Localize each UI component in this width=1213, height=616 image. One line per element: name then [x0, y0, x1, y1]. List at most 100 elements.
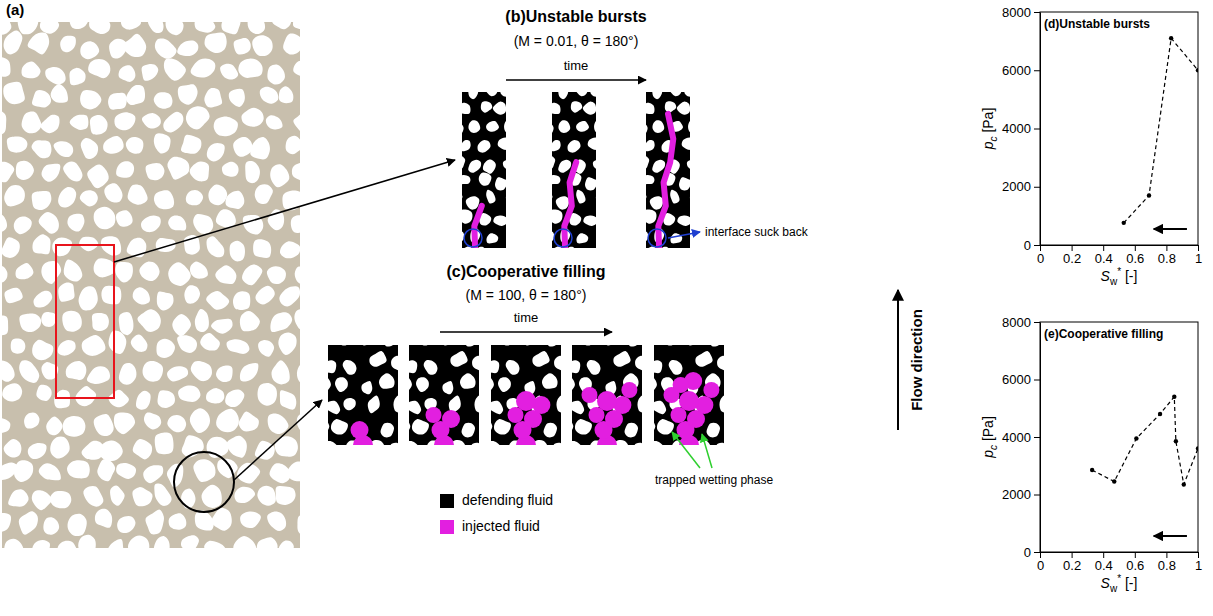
grain [51, 84, 68, 103]
grain [238, 59, 262, 78]
x-tick-mark [1072, 245, 1073, 251]
grain [462, 103, 470, 114]
grain [572, 441, 582, 445]
grain [200, 333, 220, 350]
grain [101, 286, 121, 304]
grain [131, 335, 148, 352]
annotation-arrow [668, 232, 700, 238]
grain [50, 436, 69, 458]
grain [7, 137, 28, 153]
y-tick-label: 6000 [1002, 63, 1031, 78]
grain [684, 92, 690, 97]
grain [181, 535, 199, 548]
grain [87, 164, 109, 188]
x-axis: 00.20.40.60.81 [1037, 552, 1202, 573]
grain [191, 361, 212, 381]
injected-fluid [679, 391, 699, 411]
connector-arrow [114, 160, 455, 262]
grain [193, 459, 215, 482]
plot-frame [1040, 322, 1198, 552]
grain [481, 101, 492, 112]
grain [558, 92, 568, 99]
grain [253, 239, 271, 258]
grain [89, 22, 110, 34]
grain [190, 262, 208, 279]
grain [28, 443, 47, 459]
grain [650, 196, 664, 209]
grain [190, 162, 210, 182]
grain [670, 190, 679, 204]
grain [625, 423, 638, 438]
grain [216, 366, 233, 383]
grain [60, 36, 76, 53]
y-tick: 2000 [1002, 487, 1040, 502]
grain [462, 423, 475, 438]
grain [64, 260, 83, 282]
data-point [1182, 482, 1186, 486]
grain [186, 106, 210, 129]
injected-fluid [516, 391, 536, 411]
grain [714, 443, 724, 445]
x-tick: 1 [1195, 552, 1202, 573]
grain [222, 162, 239, 177]
x-tick: 0.8 [1158, 245, 1176, 266]
grain [167, 366, 188, 381]
data-layer [1090, 395, 1198, 487]
grain [81, 138, 98, 159]
grain [654, 360, 662, 373]
legend-label: injected fluid [462, 518, 540, 534]
x-axis-title: Sw* [-] [1101, 266, 1138, 287]
grain [19, 360, 39, 383]
grain [201, 485, 221, 508]
grain [141, 216, 161, 233]
grain [79, 286, 98, 310]
grain [494, 419, 511, 434]
grain [154, 133, 171, 153]
grain [157, 390, 175, 408]
grain [717, 356, 724, 371]
grain [652, 160, 665, 173]
grain [63, 416, 86, 437]
grain [191, 59, 216, 78]
grain [99, 441, 123, 462]
grain [491, 360, 499, 373]
grain [257, 486, 276, 506]
grain [652, 92, 662, 99]
grain [211, 508, 231, 531]
grain [250, 137, 270, 159]
title-text: Cooperative filling [466, 263, 606, 280]
injected-fluid [564, 162, 576, 248]
grain [241, 108, 263, 127]
grain [208, 184, 227, 205]
grain [343, 360, 357, 375]
snapshot [491, 345, 561, 445]
x-tick: 0.2 [1063, 245, 1081, 266]
grain [67, 214, 84, 232]
panel-label: (d) [1044, 17, 1059, 31]
snapshot [646, 92, 690, 248]
y-axis-title: pc [Pa] [980, 416, 999, 459]
grain [2, 418, 10, 433]
injected-fluid [658, 114, 673, 248]
grain [679, 177, 690, 190]
panel-label: (a) [6, 1, 24, 18]
grain [568, 140, 581, 153]
grain [491, 401, 503, 414]
grain [293, 60, 300, 76]
injected-fluid [673, 377, 689, 393]
legend-label: defending fluid [462, 492, 553, 508]
grain [466, 196, 480, 209]
grain [677, 216, 690, 226]
grain [485, 92, 498, 96]
grain [128, 536, 149, 548]
data-point [1196, 446, 1198, 450]
grain [637, 395, 642, 413]
panel-title: (b)Unstable bursts [505, 8, 646, 25]
grain [2, 214, 7, 233]
grain [32, 340, 53, 360]
grain [280, 390, 296, 409]
grain [115, 262, 133, 283]
grain [328, 376, 331, 393]
grain [133, 287, 150, 304]
grain [75, 386, 96, 406]
